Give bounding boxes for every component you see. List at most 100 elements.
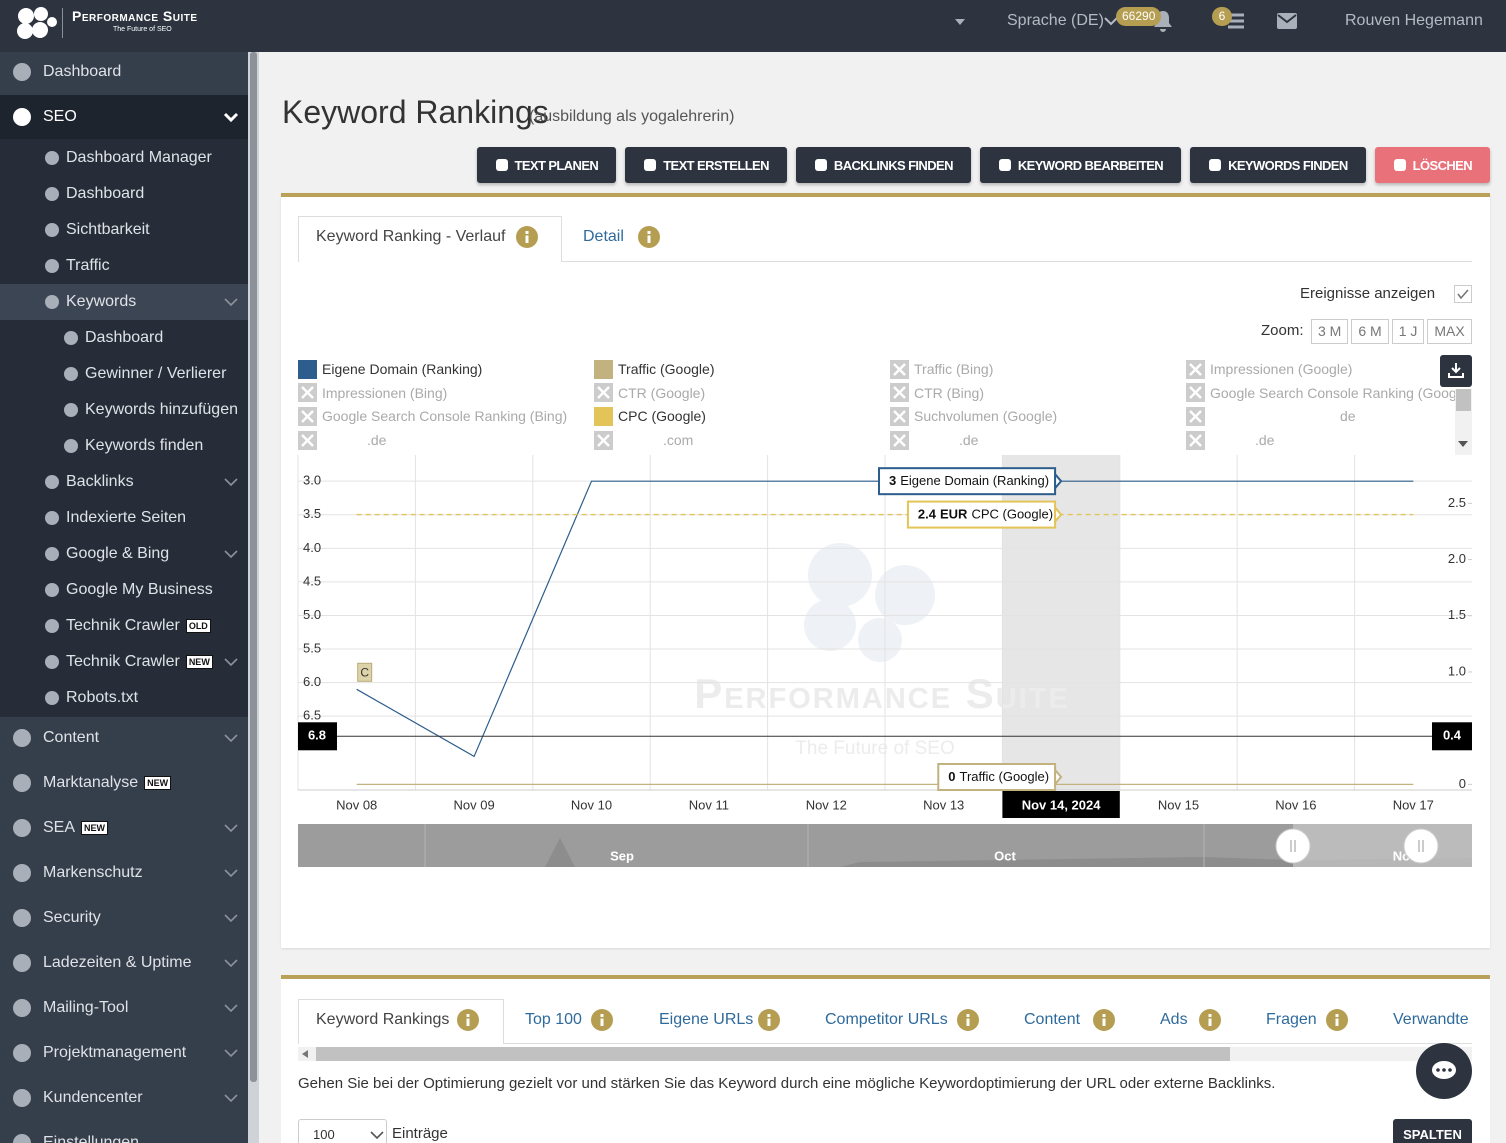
bottom-tab[interactable]: Verwandte xyxy=(1393,1011,1469,1028)
action-button[interactable]: TEXT PLANEN xyxy=(476,147,617,183)
sidebar-item[interactable]: Google & Bing xyxy=(66,543,169,565)
sidebar-item[interactable]: Security xyxy=(43,907,101,929)
sidebar-label: SEA xyxy=(43,819,76,836)
legend-item[interactable]: CTR (Google) xyxy=(594,381,705,405)
sidebar-item[interactable]: Mailing-Tool xyxy=(43,997,128,1019)
sidebar-item[interactable]: Traffic xyxy=(66,255,110,277)
button-icon-shape xyxy=(1393,159,1406,171)
sidebar-label: Google & Bing xyxy=(66,544,170,562)
menu-icon-shape xyxy=(45,150,59,165)
zoom-button[interactable]: MAX xyxy=(1427,319,1472,344)
legend-item[interactable]: .de xyxy=(298,428,386,452)
sidebar-item[interactable]: SEA NEW xyxy=(43,817,109,839)
sidebar-item[interactable]: Keywords xyxy=(66,291,136,313)
legend-item[interactable]: Traffic (Google) xyxy=(594,357,714,381)
sidebar-item[interactable]: Ladezeiten & Uptime xyxy=(43,952,192,974)
legend-item[interactable]: CTR (Bing) xyxy=(890,381,984,405)
menu-icon-shape xyxy=(13,909,31,927)
events-checkbox[interactable] xyxy=(1454,285,1472,303)
menu-icon xyxy=(45,150,59,165)
legend-color xyxy=(298,359,317,379)
zoom-button[interactable]: 3 M xyxy=(1311,319,1349,344)
sidebar-item[interactable]: Einstellungen xyxy=(43,1132,139,1143)
legend-item[interactable]: .de xyxy=(890,428,978,452)
action-button[interactable]: BACKLINKS FINDEN xyxy=(795,147,971,183)
sidebar-section-active xyxy=(0,95,248,139)
action-button[interactable]: KEYWORD BEARBEITEN xyxy=(979,147,1182,183)
columns-button[interactable]: SPALTEN xyxy=(1393,1119,1472,1143)
button-bar: TEXT PLANEN TEXT ERSTELLEN BACKLINKS FINDE… xyxy=(476,147,1490,183)
sidebar-badge: NEW xyxy=(144,776,172,790)
sidebar-item[interactable]: Robots.txt xyxy=(66,687,138,709)
legend-disabled-x xyxy=(597,433,610,447)
sidebar-item[interactable]: Keywords finden xyxy=(85,435,203,457)
menu-icon-shape xyxy=(13,1044,31,1062)
info-bar xyxy=(767,1018,771,1026)
info-icon xyxy=(591,1009,613,1031)
legend-item[interactable]: Impressionen (Google) xyxy=(1186,357,1352,381)
button-label: KEYWORD BEARBEITEN xyxy=(1017,157,1164,173)
bottom-tab[interactable]: Fragen xyxy=(1266,1011,1317,1028)
sidebar-item[interactable]: Gewinner / Verlierer xyxy=(85,363,226,385)
bottom-tab[interactable]: Keyword Rankings xyxy=(316,1011,450,1028)
action-button[interactable]: LÖSCHEN xyxy=(1374,147,1490,183)
bottom-tab[interactable]: Top 100 xyxy=(525,1011,582,1028)
bottom-tab[interactable]: Competitor URLs xyxy=(825,1011,948,1028)
sidebar-item[interactable]: Content xyxy=(43,727,99,749)
sidebar-item[interactable]: Projektmanagement xyxy=(43,1042,186,1064)
sidebar-label: Traffic xyxy=(66,256,110,274)
legend-label: CTR (Bing) xyxy=(914,384,985,401)
sidebar-item[interactable]: Dashboard Manager xyxy=(66,147,212,169)
info-dot xyxy=(966,1014,970,1017)
sidebar-item[interactable]: Backlinks xyxy=(66,471,134,493)
language-select[interactable]: Sprache (DE) xyxy=(1007,12,1104,29)
action-button[interactable]: KEYWORDS FINDEN xyxy=(1190,147,1366,183)
sidebar-item[interactable]: Sichtbarkeit xyxy=(66,219,150,241)
bottom-tab[interactable]: Ads xyxy=(1160,1011,1188,1028)
sidebar-item[interactable]: SEO xyxy=(43,106,77,128)
user-name[interactable]: Rouven Hegemann xyxy=(1345,12,1483,29)
chart-tab[interactable]: Keyword Ranking - Verlauf xyxy=(316,228,506,245)
zoom-button[interactable]: 6 M xyxy=(1351,319,1389,344)
sidebar-item[interactable]: Markenschutz xyxy=(43,862,143,884)
sidebar-item[interactable]: Google My Business xyxy=(66,579,213,601)
legend-item[interactable]: Traffic (Bing) xyxy=(890,357,993,381)
sidebar-item[interactable]: Dashboard xyxy=(66,183,144,205)
bottom-tab[interactable]: Content xyxy=(1024,1011,1081,1028)
legend-item[interactable]: .com xyxy=(594,428,693,452)
sidebar-item[interactable]: Dashboard xyxy=(43,61,121,83)
chevron-line xyxy=(224,1094,238,1103)
sidebar-item[interactable]: Technik Crawler OLD xyxy=(66,615,211,637)
sidebar-item[interactable]: Indexierte Seiten xyxy=(66,507,186,529)
info-bar xyxy=(525,235,529,243)
legend-item[interactable]: .de xyxy=(1186,428,1274,452)
sidebar-label: Keywords hinzufügen xyxy=(85,400,238,418)
sidebar-item[interactable]: Marktanalyse NEW xyxy=(43,772,172,794)
chart-tab[interactable]: Detail xyxy=(583,228,624,245)
chat-button[interactable] xyxy=(1416,1043,1472,1099)
action-button[interactable]: TEXT ERSTELLEN xyxy=(625,147,787,183)
info-icon xyxy=(1199,1009,1221,1031)
sidebar-label: Gewinner / Verlierer xyxy=(85,364,227,382)
sidebar-item[interactable]: Kundencenter xyxy=(43,1087,143,1109)
menu-icon xyxy=(45,294,59,309)
zoom-button[interactable]: 1 J xyxy=(1391,319,1425,344)
legend-item[interactable]: Eigene Domain (Ranking) xyxy=(298,357,482,381)
legend-item[interactable]: Google Search Console Ranking (Bing) xyxy=(298,404,567,428)
legend-item[interactable]: CPC (Google) xyxy=(594,404,706,428)
sidebar-item[interactable]: Dashboard xyxy=(85,327,163,349)
legend-item[interactable]: Impressionen (Bing) xyxy=(298,381,447,405)
caret xyxy=(955,19,965,25)
legend-item[interactable]: Suchvolumen (Google) xyxy=(890,404,1057,428)
legend-item[interactable]: Google Search Console Ranking (Google) xyxy=(1186,381,1455,405)
sidebar-item[interactable]: Keywords hinzufügen xyxy=(85,399,238,421)
page-size-select[interactable]: 100 xyxy=(298,1119,387,1143)
chevron-line xyxy=(224,297,238,306)
sidebar-item[interactable]: Technik Crawler NEW xyxy=(66,651,213,673)
menu-icon-shape xyxy=(64,330,78,345)
legend-item[interactable]: de xyxy=(1186,404,1356,428)
bottom-tab[interactable]: Eigene URLs xyxy=(659,1011,754,1028)
legend-disabled-x xyxy=(1189,410,1202,423)
menu-icon-shape xyxy=(64,366,78,381)
legend-swatch xyxy=(1186,359,1205,379)
